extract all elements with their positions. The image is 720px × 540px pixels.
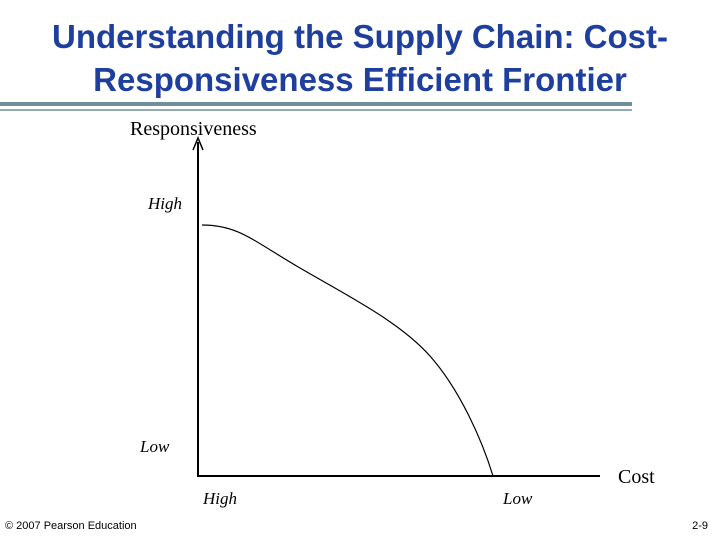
copyright: © 2007 Pearson Education — [5, 520, 137, 532]
y-tick-label: Low — [140, 437, 170, 456]
x-axis-label: Cost — [618, 466, 655, 488]
frontier-curve — [201, 224, 494, 477]
y-axis-arrow — [192, 136, 204, 151]
page-number: 2-9 — [692, 520, 708, 532]
x-tick-label: Low — [503, 489, 533, 508]
x-tick-label: High — [203, 489, 237, 508]
y-tick-label: High — [148, 194, 182, 213]
y-axis-label: Responsiveness — [130, 118, 257, 140]
title-line: Responsiveness Efficient Frontier — [93, 61, 627, 98]
title-line: Understanding the Supply Chain: Cost- — [52, 18, 668, 55]
